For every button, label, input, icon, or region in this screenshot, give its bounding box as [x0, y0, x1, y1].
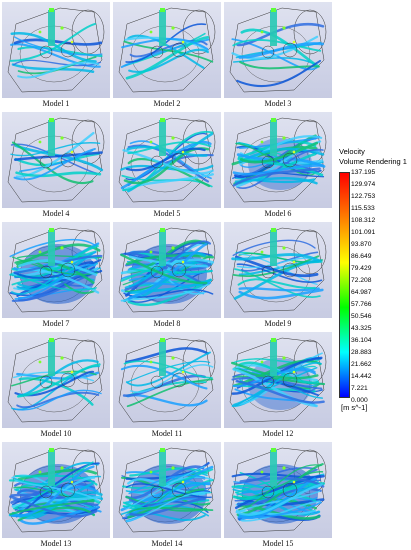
legend-tick-label: 101.091: [351, 229, 376, 236]
legend-tick-label: 93.870: [351, 241, 372, 248]
legend-tick-label: 57.766: [351, 301, 372, 308]
model-panel: Model 6: [224, 112, 332, 220]
model-panel: Model 11: [113, 332, 221, 440]
flow-rendering-image: [2, 332, 110, 428]
legend-tick-label: 115.533: [351, 205, 375, 212]
flow-rendering-image: [2, 442, 110, 538]
flow-rendering-image: [2, 222, 110, 318]
flow-rendering-image: [224, 332, 332, 428]
legend-tick-label: 86.649: [351, 253, 372, 260]
model-panel: Model 4: [2, 112, 110, 220]
flow-rendering-image: [113, 442, 221, 538]
legend-tick-label: 7.221: [351, 385, 368, 392]
flow-rendering-image: [224, 112, 332, 208]
flow-rendering-image: [224, 442, 332, 538]
model-caption: Model 8: [153, 319, 181, 328]
legend-tick-label: 0.000: [351, 397, 368, 404]
model-panel: Model 10: [2, 332, 110, 440]
model-panel: Model 9: [224, 222, 332, 330]
model-panel: Model 14: [113, 442, 221, 550]
legend-title-line2: Volume Rendering 1: [339, 157, 407, 166]
model-panel: Model 7: [2, 222, 110, 330]
model-caption: Model 9: [264, 319, 292, 328]
legend-tick-label: 50.546: [351, 313, 372, 320]
model-panel: Model 3: [224, 2, 332, 110]
legend-title-line1: Velocity: [339, 147, 365, 156]
legend-tick-label: 21.662: [351, 361, 372, 368]
model-caption: Model 10: [40, 429, 72, 438]
model-caption: Model 1: [42, 99, 70, 108]
model-caption: Model 7: [42, 319, 70, 328]
model-panel: Model 15: [224, 442, 332, 550]
flow-rendering-image: [113, 112, 221, 208]
flow-rendering-image: [2, 2, 110, 98]
model-panel: Model 5: [113, 112, 221, 220]
model-caption: Model 14: [151, 539, 183, 548]
model-caption: Model 6: [264, 209, 292, 218]
model-caption: Model 4: [42, 209, 70, 218]
flow-rendering-image: [113, 332, 221, 428]
flow-rendering-image: [113, 222, 221, 318]
flow-rendering-image: [224, 222, 332, 318]
model-caption: Model 11: [151, 429, 183, 438]
legend-tick-label: 129.974: [351, 181, 376, 188]
legend-tick-label: 137.195: [351, 169, 376, 176]
legend-color-bar: [339, 172, 350, 398]
model-panel: Model 12: [224, 332, 332, 440]
model-grid: Model 1 Model 2 Model 3 Model 4 Model 5 Model…: [2, 2, 332, 548]
model-panel: Model 1: [2, 2, 110, 110]
velocity-legend: Velocity Volume Rendering 1 137.195 129.9…: [337, 147, 409, 417]
model-panel: Model 8: [113, 222, 221, 330]
legend-tick-label: 28.883: [351, 349, 372, 356]
flow-rendering-image: [224, 2, 332, 98]
model-caption: Model 12: [262, 429, 294, 438]
model-panel: Model 2: [113, 2, 221, 110]
model-caption: Model 2: [153, 99, 181, 108]
legend-tick-label: 72.208: [351, 277, 372, 284]
flow-rendering-image: [2, 112, 110, 208]
legend-tick-label: 36.104: [351, 337, 372, 344]
legend-tick-label: 43.325: [351, 325, 372, 332]
legend-ticks: 137.195 129.974 122.753 115.533 108.312 101.0…: [351, 169, 406, 404]
flow-rendering-image: [113, 2, 221, 98]
legend-title: Velocity Volume Rendering 1: [339, 147, 407, 167]
legend-tick-label: 122.753: [351, 193, 376, 200]
legend-tick-label: 108.312: [351, 217, 376, 224]
model-caption: Model 3: [264, 99, 292, 108]
model-caption: Model 13: [40, 539, 72, 548]
model-panel: Model 13: [2, 442, 110, 550]
legend-unit: [m s^-1]: [341, 403, 368, 412]
legend-tick-label: 79.429: [351, 265, 372, 272]
model-caption: Model 15: [262, 539, 294, 548]
model-caption: Model 5: [153, 209, 181, 218]
legend-tick-label: 64.987: [351, 289, 372, 296]
legend-tick-label: 14.442: [351, 373, 372, 380]
